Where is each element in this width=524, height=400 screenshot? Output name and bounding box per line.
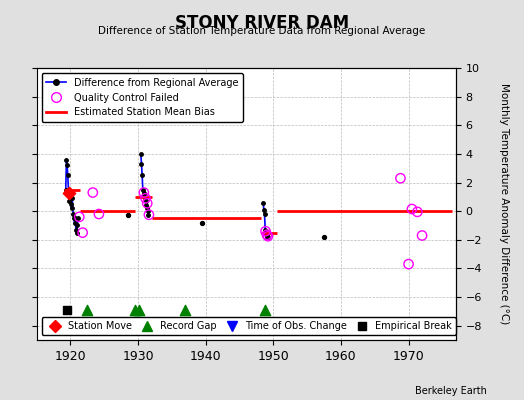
Point [198,220,206,226]
Point [405,261,413,267]
Text: Berkeley Earth: Berkeley Earth [416,386,487,396]
Point [143,200,151,206]
Point [413,209,421,215]
Y-axis label: Monthly Temperature Anomaly Difference (°C): Monthly Temperature Anomaly Difference (… [499,83,509,325]
Point [64,189,73,196]
Point [89,189,97,196]
Point [418,232,426,239]
Point [396,175,405,182]
Point [181,307,190,313]
Point [140,189,148,196]
Point [75,214,83,220]
Legend: Station Move, Record Gap, Time of Obs. Change, Empirical Break: Station Move, Record Gap, Time of Obs. C… [41,317,455,335]
Text: Difference of Station Temperature Data from Regional Average: Difference of Station Temperature Data f… [99,26,425,36]
Point [124,212,132,219]
Point [83,307,92,313]
Point [408,206,416,212]
Point [145,212,153,218]
Point [79,230,87,236]
Text: STONY RIVER DAM: STONY RIVER DAM [175,14,349,32]
Point [320,234,328,240]
Point [261,307,269,313]
Point [130,307,139,313]
Point [261,228,270,234]
Point [63,307,71,313]
Point [95,211,103,217]
Point [135,307,143,313]
Point [264,233,272,240]
Point [263,232,271,238]
Point [141,195,150,202]
